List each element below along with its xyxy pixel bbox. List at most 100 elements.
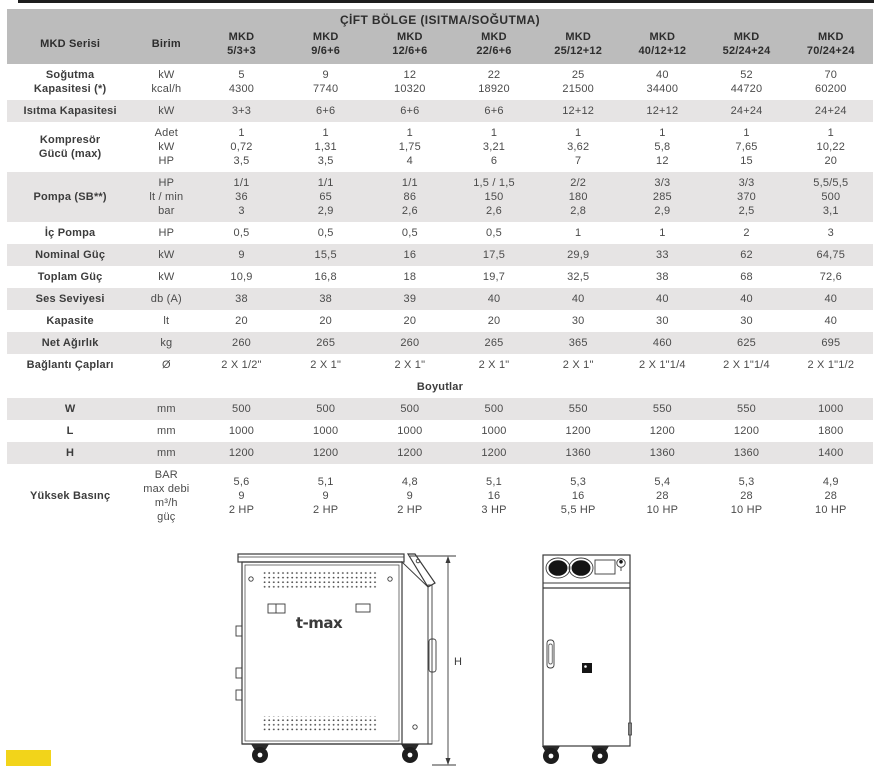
value-cell: 22 18920 — [478, 69, 510, 95]
row-label: İç Pompa — [44, 227, 96, 239]
spec-row: Kompresör Gücü (max) Adet kW HP 1 0,72 3,5… — [7, 122, 873, 172]
value-cell: 500 — [367, 398, 452, 420]
value-cell: 5,3 16 5,5 HP — [560, 476, 596, 516]
value-cell: 1200 — [367, 442, 452, 464]
value-cell: 0,5 — [233, 227, 250, 239]
unit-cell: HP — [158, 227, 175, 239]
door-handle — [546, 639, 555, 669]
model-column-header: MKD 12/6+6 — [367, 28, 452, 64]
value-cell: 2 X 1"1/4 — [723, 359, 770, 371]
value-cell: 365 — [536, 332, 621, 354]
spec-row: Yüksek Basınç BAR max debi m³/h güç 5,6 9 … — [7, 464, 873, 528]
height-dimension — [410, 555, 456, 766]
value-cell: 1/1 36 3 — [199, 172, 284, 222]
value-cell: 29,9 — [536, 244, 621, 266]
value-cell: 5,1 9 2 HP — [313, 476, 339, 516]
gauge-knob-icon — [545, 557, 571, 579]
unit-cell: Ø — [161, 359, 171, 371]
row-label: Ses Seviyesi — [7, 288, 134, 310]
value-cell: 2 X 1"1/4 — [639, 359, 686, 371]
section-row: Boyutlar — [7, 376, 873, 398]
front-view-drawing — [542, 554, 632, 764]
value-cell: 1 10,22 20 — [816, 127, 846, 167]
side-view-drawing: t-max H — [235, 553, 462, 766]
value-cell: 17,5 — [451, 244, 537, 266]
value-cell: 1000 — [481, 425, 507, 437]
value-cell: 1 — [659, 227, 666, 239]
unit-cell: mm — [156, 425, 176, 437]
value-cell: 2 X 1/2" — [221, 359, 262, 371]
unit-cell: kW — [133, 244, 200, 266]
value-cell: 5,6 9 2 HP — [228, 476, 255, 516]
lock-plate — [582, 663, 592, 673]
value-cell: 52 44720 — [730, 69, 763, 95]
value-cell: 500 — [283, 398, 368, 420]
value-cell: 40 — [451, 288, 537, 310]
value-cell: 2 — [743, 227, 750, 239]
caster-wheel-icon — [401, 744, 419, 763]
unit-cell: kW — [158, 271, 175, 283]
row-label: W — [7, 398, 134, 420]
unit-cell: kW — [133, 100, 200, 122]
unit-column-header: Birim — [133, 28, 200, 64]
vent-grid-top — [262, 571, 378, 588]
label-plate — [355, 603, 371, 613]
spec-row: Ses Seviyesi db (A) 38 38 39 40 40 40 40 40 — [7, 288, 873, 310]
value-cell: 550 — [704, 398, 789, 420]
value-cell: 19,7 — [482, 271, 506, 283]
value-cell: 40 — [620, 288, 705, 310]
value-cell: 2 X 1" — [394, 359, 426, 371]
spec-row: İç Pompa HP 0,5 0,5 0,5 0,5 1 1 2 3 — [7, 222, 873, 244]
label-plate — [267, 603, 286, 614]
small-knob-icon — [616, 558, 626, 571]
value-cell: 70 60200 — [815, 69, 847, 95]
spec-row: Bağlantı Çapları Ø 2 X 1/2" 2 X 1" 2 X 1" 2 X… — [7, 354, 873, 376]
value-cell: 12+12 — [536, 100, 621, 122]
value-cell: 1800 — [818, 425, 844, 437]
spec-table: ÇİFT BÖLGE (ISITMA/SOĞUTMA) MKD Serisi B… — [7, 9, 873, 528]
value-cell: 40 34400 — [646, 69, 679, 95]
row-label: Net Ağırlık — [7, 332, 134, 354]
row-label: Isıtma Kapasitesi — [7, 100, 134, 122]
value-cell: 3/3 285 2,9 — [620, 172, 705, 222]
value-cell: 3/3 370 2,5 — [704, 172, 789, 222]
value-cell: 9 — [199, 244, 284, 266]
value-cell: 1400 — [788, 442, 873, 464]
spec-table-body: Soğutma Kapasitesi (*) kW kcal/h 5 4300 9 7… — [7, 64, 873, 528]
unit-cell: db (A) — [133, 288, 200, 310]
row-label: Pompa (SB**) — [7, 172, 134, 222]
spec-row: Kapasite lt 20 20 20 20 30 30 30 40 — [7, 310, 873, 332]
unit-cell: mm — [133, 442, 200, 464]
side-handle — [428, 638, 437, 673]
display-panel — [594, 559, 616, 575]
angled-rear-panel — [406, 553, 436, 588]
value-cell: 38 — [283, 288, 368, 310]
spec-row: Soğutma Kapasitesi (*) kW kcal/h 5 4300 9 7… — [7, 64, 873, 100]
value-cell: 1200 — [451, 442, 537, 464]
value-cell: 2 X 1"1/2 — [807, 359, 855, 371]
value-cell: 64,75 — [788, 244, 873, 266]
value-cell: 1200 — [565, 425, 591, 437]
value-cell: 1360 — [620, 442, 705, 464]
value-cell: 4,8 9 2 HP — [397, 476, 423, 516]
model-header-row: MKD Serisi Birim MKD 5/3+3 MKD 9/6+6 MKD 1… — [7, 28, 873, 64]
value-cell: 38 — [199, 288, 284, 310]
value-cell: 18 — [403, 271, 417, 283]
value-cell: 1360 — [704, 442, 789, 464]
row-label: Nominal Güç — [7, 244, 134, 266]
spec-row: Nominal Güç kW 9 15,5 16 17,5 29,9 33 62 64,75 — [7, 244, 873, 266]
unit-cell: BAR max debi m³/h güç — [143, 469, 190, 523]
model-column-header: MKD 52/24+24 — [704, 28, 789, 64]
value-cell: 68 — [740, 271, 753, 283]
unit-cell: HP lt / min bar — [133, 172, 200, 222]
row-label: L — [66, 425, 74, 437]
caster-wheel-icon — [591, 746, 609, 764]
model-column-header: MKD 5/3+3 — [199, 28, 284, 64]
value-cell: 20 — [235, 315, 248, 327]
value-cell: 0,5 — [317, 227, 334, 239]
top-border-line — [18, 0, 874, 3]
